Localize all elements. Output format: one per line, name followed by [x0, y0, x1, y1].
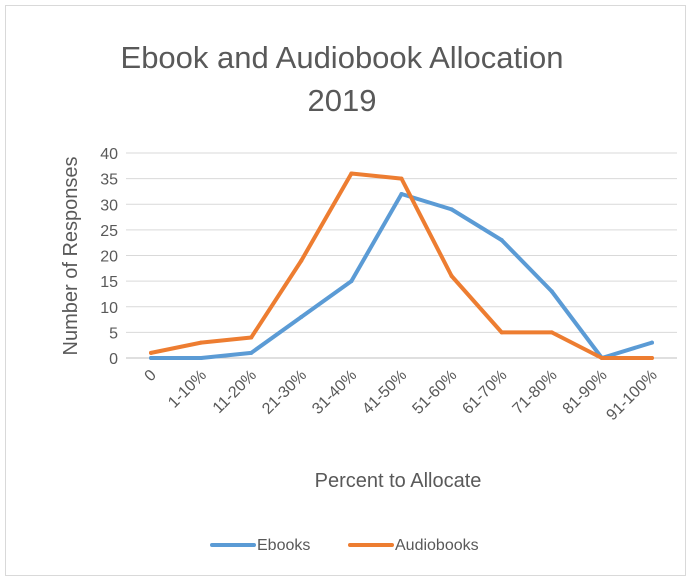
- data-point-audiobooks: [449, 274, 454, 278]
- legend-label: Audiobooks: [395, 537, 479, 554]
- x-axis-title: Percent to Allocate: [315, 470, 482, 492]
- x-tick-label: 51-60%: [409, 367, 460, 418]
- data-point-ebooks: [449, 207, 454, 212]
- y-tick-label: 30: [100, 197, 118, 214]
- x-tick-label: 61-70%: [459, 367, 510, 418]
- data-point-ebooks: [349, 279, 354, 284]
- data-point-audiobooks: [199, 340, 204, 345]
- data-point-audiobooks: [649, 356, 654, 360]
- gridlines: [126, 152, 677, 359]
- x-tick-label: 0: [142, 367, 160, 385]
- data-point-ebooks: [149, 356, 154, 360]
- x-tick-label: 81-90%: [560, 367, 611, 418]
- y-tick-label: 35: [100, 172, 118, 189]
- data-point-ebooks: [649, 340, 654, 345]
- x-axis-ticks: 0 1-10% 11-20% 21-30% 31-40% 41-50% 51-60% 61-7…: [142, 367, 661, 424]
- data-point-ebooks: [249, 350, 254, 355]
- data-point-audiobooks: [549, 330, 554, 335]
- x-tick-label: 21-30%: [259, 367, 310, 418]
- x-tick-label: 1-10%: [165, 367, 210, 412]
- legend: Ebooks Audiobooks: [210, 537, 479, 554]
- data-point-audiobooks: [499, 330, 504, 335]
- y-tick-label: 40: [100, 146, 118, 163]
- data-point-audiobooks: [399, 176, 404, 181]
- y-axis-ticks: 0 5 10 15 20 25 30 35 40: [100, 146, 118, 368]
- x-tick-label: 31-40%: [309, 367, 360, 418]
- data-point-audiobooks: [299, 258, 304, 263]
- data-point-audiobooks: [599, 356, 604, 360]
- legend-label: Ebooks: [257, 537, 310, 554]
- x-tick-label: 41-50%: [359, 367, 410, 418]
- data-point-audiobooks: [349, 171, 354, 176]
- y-tick-label: 10: [100, 300, 118, 317]
- chart-title-line-2: 2019: [308, 83, 377, 118]
- y-axis-title: Number of Responses: [60, 157, 82, 356]
- data-point-ebooks: [199, 356, 204, 360]
- data-point-ebooks: [399, 192, 404, 196]
- y-tick-label: 15: [100, 274, 118, 291]
- x-tick-label: 11-20%: [210, 367, 260, 417]
- series-lines: [149, 171, 654, 360]
- chart-title-line-1: Ebook and Audiobook Allocation: [121, 40, 564, 75]
- data-point-ebooks: [549, 289, 554, 294]
- data-point-ebooks: [499, 238, 504, 243]
- data-point-audiobooks: [149, 350, 154, 355]
- series-line-ebooks: [149, 192, 654, 360]
- series-line-audiobooks: [149, 171, 654, 360]
- y-tick-label: 0: [109, 351, 118, 368]
- y-tick-label: 25: [100, 223, 118, 240]
- data-point-ebooks: [299, 315, 304, 319]
- x-tick-label: 91-100%: [603, 367, 660, 424]
- data-point-audiobooks: [249, 335, 254, 340]
- y-tick-label: 20: [100, 249, 118, 266]
- y-tick-label: 5: [109, 325, 118, 342]
- x-tick-label: 71-80%: [510, 367, 561, 418]
- chart-frame: [5, 5, 686, 576]
